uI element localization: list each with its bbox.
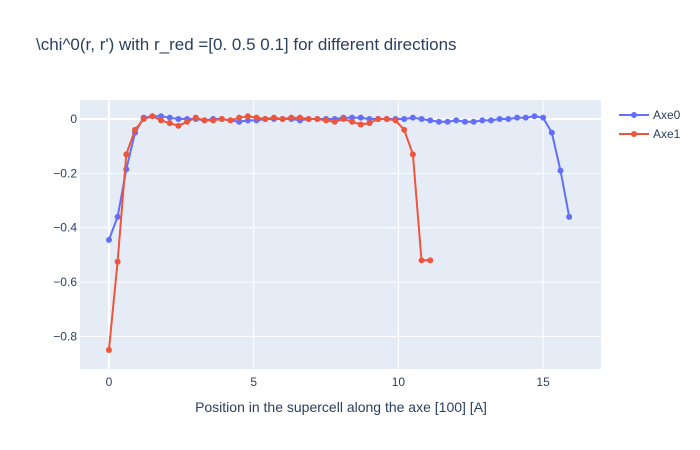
data-point	[401, 126, 408, 133]
data-point	[488, 117, 495, 124]
y-tick-labels: 0 −0.2 −0.4 −0.6 −0.8	[53, 112, 77, 343]
series-axe1	[105, 113, 434, 353]
data-point	[314, 116, 321, 123]
data-point	[105, 236, 112, 243]
data-point	[244, 113, 251, 120]
plot-area	[80, 100, 601, 369]
data-point	[357, 121, 364, 128]
data-point	[175, 116, 182, 123]
data-point	[184, 118, 191, 125]
data-point	[331, 118, 338, 125]
y-tick-label: −0.8	[53, 329, 77, 343]
x-tick-label: 10	[392, 375, 406, 389]
data-point	[114, 213, 121, 220]
data-point	[166, 114, 173, 121]
y-tick-label: −0.2	[53, 166, 77, 180]
data-point	[270, 114, 277, 121]
data-point	[123, 151, 130, 158]
data-point	[453, 117, 460, 124]
x-axis-title: Position in the supercell along the axe …	[195, 399, 487, 415]
data-point	[461, 118, 468, 125]
data-point	[140, 116, 147, 123]
legend-label: Axe1	[653, 127, 681, 141]
legend-swatch-marker	[631, 131, 637, 137]
y-tick-label: −0.6	[53, 275, 77, 289]
data-point	[114, 258, 121, 265]
y-tick-label: 0	[70, 112, 77, 126]
data-point	[357, 114, 364, 121]
data-point	[444, 118, 451, 125]
chart-title: \chi^0(r, r') with r_red =[0. 0.5 0.1] f…	[36, 35, 457, 54]
data-point	[131, 126, 138, 133]
data-point	[296, 114, 303, 121]
data-point	[218, 116, 225, 123]
legend-item-axe1[interactable]: Axe1	[619, 127, 681, 141]
data-point	[557, 167, 564, 174]
data-point	[175, 122, 182, 129]
data-point	[149, 113, 156, 120]
legend-label: Axe0	[653, 108, 681, 122]
data-point	[366, 120, 373, 127]
data-point	[418, 116, 425, 123]
data-point	[540, 114, 547, 121]
data-point	[262, 116, 269, 123]
data-point	[427, 117, 434, 124]
data-point	[383, 116, 390, 123]
data-point	[227, 117, 234, 124]
data-point	[349, 118, 356, 125]
data-point	[392, 117, 399, 124]
data-point	[514, 114, 521, 121]
data-point	[105, 346, 112, 353]
legend-item-axe0[interactable]: Axe0	[619, 108, 681, 122]
data-point	[340, 116, 347, 123]
data-point	[401, 116, 408, 123]
x-tick-label: 5	[250, 375, 257, 389]
legend[interactable]: Axe0 Axe1	[619, 108, 681, 141]
x-tick-label: 0	[106, 375, 113, 389]
data-point	[479, 117, 486, 124]
x-tick-labels: 0 5 10 15	[106, 375, 551, 389]
data-point	[566, 213, 573, 220]
data-point	[158, 117, 165, 124]
data-point	[166, 120, 173, 127]
data-point	[201, 117, 208, 124]
data-point	[522, 114, 529, 121]
x-tick-label: 15	[536, 375, 550, 389]
data-point	[505, 116, 512, 123]
data-point	[253, 114, 260, 121]
data-point	[409, 151, 416, 158]
data-point	[409, 114, 416, 121]
data-point	[288, 114, 295, 121]
data-point	[548, 129, 555, 136]
data-point	[236, 114, 243, 121]
series-layer	[105, 113, 573, 353]
data-point	[427, 257, 434, 264]
data-point	[375, 116, 382, 123]
legend-swatch-marker	[631, 112, 637, 118]
data-point	[210, 117, 217, 124]
data-point	[279, 116, 286, 123]
data-point	[305, 116, 312, 123]
data-point	[323, 117, 330, 124]
data-point	[435, 118, 442, 125]
data-point	[470, 118, 477, 125]
data-point	[531, 113, 538, 120]
y-tick-label: −0.4	[53, 221, 77, 235]
data-point	[192, 114, 199, 121]
data-point	[496, 116, 503, 123]
data-point	[418, 257, 425, 264]
